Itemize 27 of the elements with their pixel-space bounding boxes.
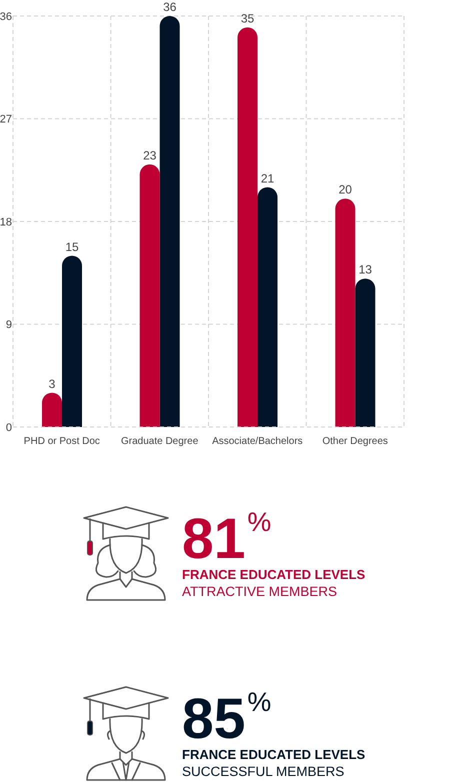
y-tick-label: 9 xyxy=(6,319,12,332)
data-label: 3 xyxy=(48,376,56,391)
data-label: 21 xyxy=(260,171,274,186)
x-tick-label: Other Degrees xyxy=(322,436,388,448)
x-tick-label: Graduate Degree xyxy=(120,436,199,448)
y-tick-label: 0 xyxy=(6,422,12,434)
data-label: 35 xyxy=(240,11,254,26)
bar xyxy=(160,16,180,427)
x-tick-label: Associate/Bachelors xyxy=(212,436,303,448)
y-tick-label: 36 xyxy=(0,10,12,23)
data-label: 36 xyxy=(163,0,177,14)
data-label: 15 xyxy=(65,240,79,254)
bar xyxy=(335,198,356,427)
bar xyxy=(238,27,258,427)
data-label: 23 xyxy=(143,148,157,162)
bar xyxy=(355,278,376,427)
bar xyxy=(140,164,160,427)
text: ATTRACTIVE MEMBERS xyxy=(182,584,338,599)
bar xyxy=(258,187,278,427)
data-label: 20 xyxy=(338,182,352,197)
bar xyxy=(62,256,82,427)
bar xyxy=(42,392,62,427)
y-tick-label: 18 xyxy=(0,216,12,228)
data-label: 13 xyxy=(358,262,372,277)
text: SUCCESSFUL MEMBERS xyxy=(182,764,344,779)
x-tick-label: PHD or Post Doc xyxy=(24,436,100,448)
y-tick-label: 27 xyxy=(0,114,12,126)
